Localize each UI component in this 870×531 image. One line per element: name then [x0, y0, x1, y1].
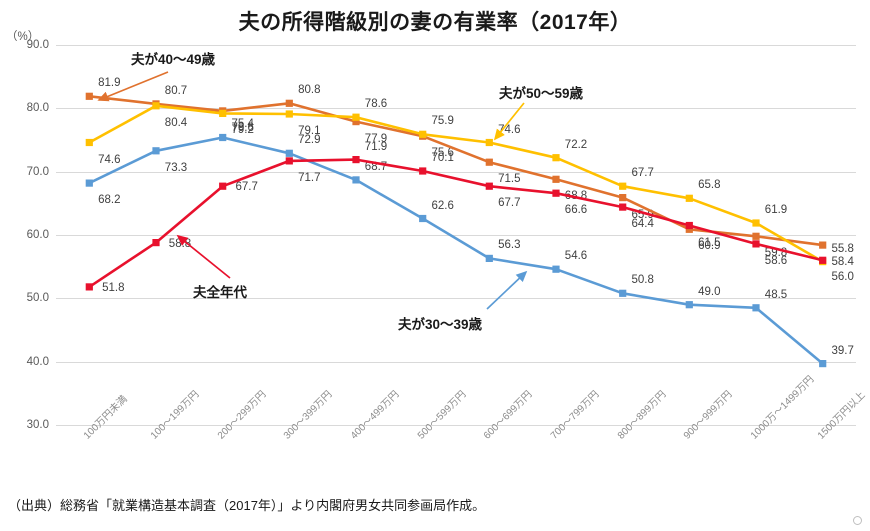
data-point-label: 80.8 — [298, 84, 321, 97]
x-axis-tick-label: 100〜199万円 — [148, 389, 202, 442]
gridline — [56, 361, 856, 363]
y-axis-tick-label: 90.0 — [26, 39, 49, 51]
data-point-label: 71.9 — [364, 140, 388, 153]
data-point-label: 80.4 — [164, 116, 188, 129]
gridline — [56, 108, 856, 110]
x-axis-tick-label: 100万円未満 — [82, 393, 131, 442]
gridline — [56, 298, 856, 300]
corner-marker-icon — [853, 516, 862, 525]
page-title: 夫の所得階級別の妻の有業率（2017年） — [238, 11, 632, 34]
data-point-label: 74.6 — [498, 123, 521, 136]
x-axis-tick-label: 800〜899万円 — [615, 389, 669, 442]
x-axis-tick-label: 200〜299万円 — [215, 389, 269, 442]
data-point-label: 39.7 — [831, 344, 854, 357]
y-axis-tick-label: 70.0 — [26, 165, 49, 178]
data-point-label: 55.8 — [831, 242, 854, 255]
data-point-label: 74.6 — [98, 153, 121, 166]
data-point-label: 62.6 — [431, 199, 454, 212]
data-point-label: 67.7 — [631, 167, 654, 180]
data-point-label: 67.7 — [235, 181, 258, 194]
data-point-label: 78.6 — [364, 98, 388, 111]
x-axis-tick-label: 300〜399万円 — [282, 389, 335, 442]
data-point-label: 72.9 — [298, 134, 321, 147]
plot-area: 90.0 80.0 70.0 60.0 50.0 40.0 30.0 100万円未満 100〜1… — [27, 39, 868, 442]
data-point-label: 73.3 — [164, 161, 188, 174]
gridline — [56, 45, 856, 46]
series-annotation-label: 夫が40〜49歳 — [131, 52, 216, 67]
series-annotation-label: 夫全年代 — [193, 285, 247, 300]
data-point-label: 72.2 — [564, 138, 588, 151]
data-point-label: 61.9 — [764, 203, 788, 216]
data-point-label: 64.4 — [631, 218, 654, 231]
data-point-label: 68.7 — [364, 160, 388, 173]
gridline — [56, 235, 856, 236]
source-note: （出典）総務省「就業構造基本調査（2017年）」より内閣府男女共同参画局作成。 — [8, 498, 486, 513]
x-axis-tick-label: 500〜599万円 — [415, 389, 469, 442]
data-point-label: 81.9 — [98, 77, 121, 90]
x-axis-tick-label: 900〜999万円 — [682, 389, 735, 442]
data-point-label: 58.8 — [168, 237, 192, 250]
data-point-label: 61.5 — [698, 236, 721, 249]
x-axis-tick-label: 1000万〜1499万円 — [748, 374, 817, 442]
y-axis-tick-label: 40.0 — [26, 355, 49, 368]
data-point-label: 56.3 — [498, 239, 521, 252]
data-point-label: 68.2 — [98, 194, 121, 207]
data-point-label: 56.0 — [831, 271, 854, 284]
data-point-label: 71.7 — [298, 171, 321, 184]
x-axis-tick-label: 400〜499万円 — [348, 389, 402, 442]
y-axis-tick-label: 60.0 — [26, 229, 49, 241]
gridline — [56, 425, 856, 426]
x-axis-tick-label: 600〜699万円 — [482, 389, 535, 442]
y-axis-tick-label: 80.0 — [26, 102, 49, 115]
y-axis-tick-label: 30.0 — [26, 419, 49, 431]
x-axis-tick-label: 1500万円以上 — [815, 389, 868, 442]
data-point-label: 48.5 — [764, 288, 788, 301]
data-point-label: 67.7 — [498, 197, 521, 210]
y-axis-tick-label: 50.0 — [26, 292, 49, 305]
data-point-label: 65.8 — [698, 179, 721, 192]
x-axis-tick-label: 700〜799万円 — [548, 389, 602, 442]
data-point-label: 51.8 — [102, 281, 125, 294]
series-annotation-label: 夫が50〜59歳 — [499, 86, 584, 101]
y-axis-unit-label: （%） — [6, 31, 40, 43]
data-point-label: 70.1 — [431, 152, 454, 165]
data-point-label: 71.5 — [498, 173, 521, 186]
data-point-label: 68.8 — [564, 190, 588, 203]
data-point-label: 80.7 — [164, 84, 188, 97]
series-annotation-label: 夫が30〜39歳 — [398, 317, 483, 332]
data-point-label: 50.8 — [631, 274, 654, 287]
data-point-label: 54.6 — [564, 250, 588, 263]
data-point-label: 58.6 — [764, 254, 788, 267]
data-point-label: 49.0 — [698, 285, 721, 298]
data-point-label: 58.4 — [831, 256, 854, 269]
data-point-label: 75.9 — [431, 115, 454, 128]
data-point-label: 75.4 — [231, 118, 254, 131]
data-point-label: 66.6 — [564, 204, 588, 217]
